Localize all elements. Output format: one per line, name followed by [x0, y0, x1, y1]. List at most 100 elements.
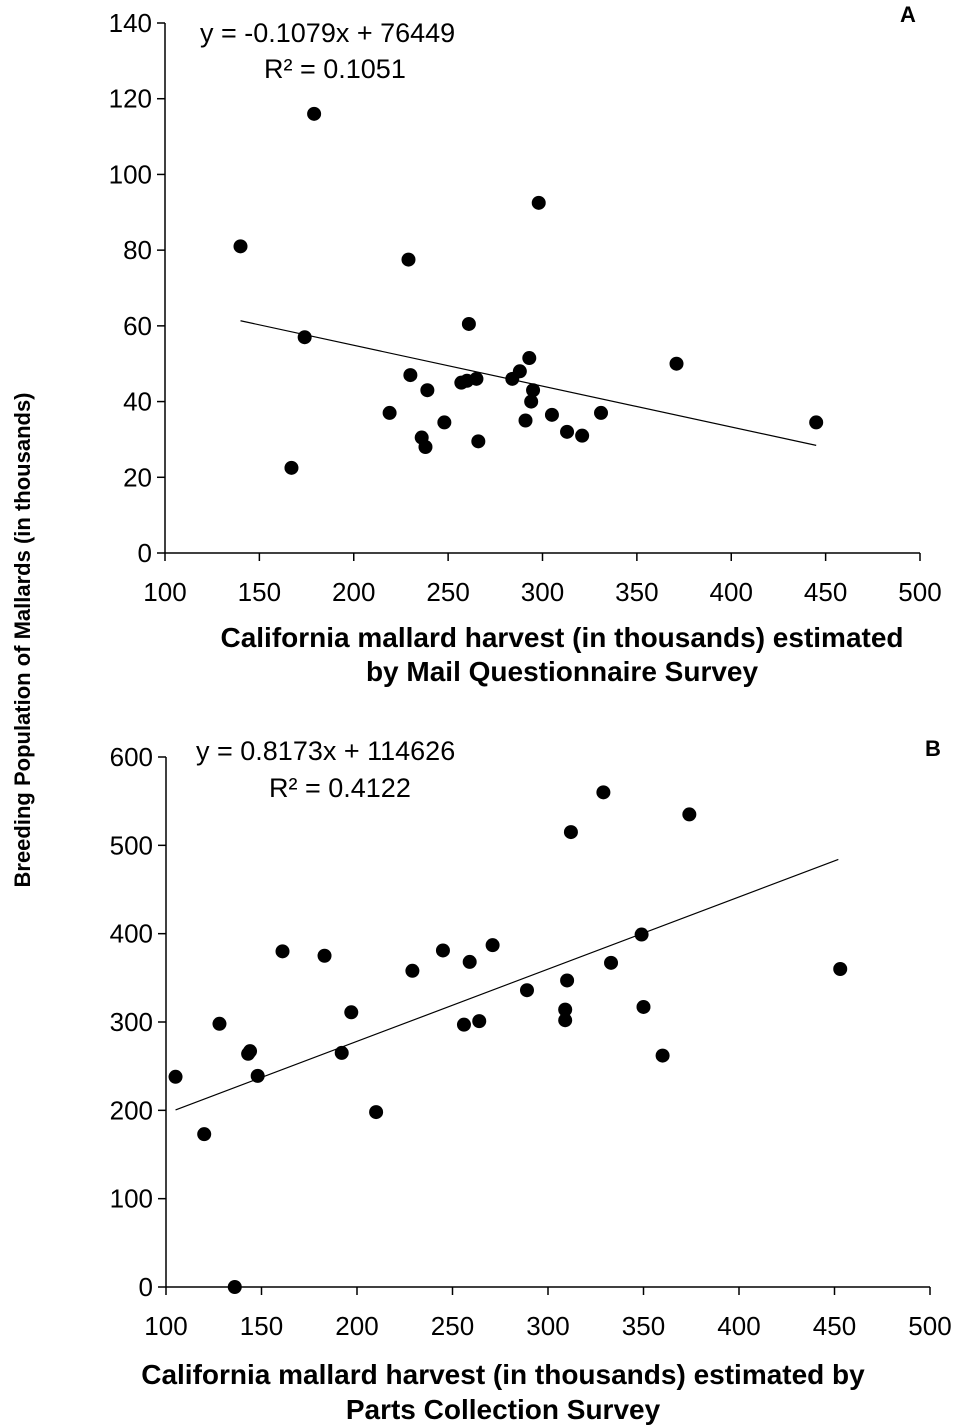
a-y-tick-label: 40 — [123, 387, 152, 417]
a-data-point — [809, 415, 824, 430]
b-data-point — [344, 1005, 359, 1020]
b-data-point — [197, 1127, 212, 1142]
b-data-point — [485, 938, 500, 953]
a-y-tick-label: 0 — [138, 538, 152, 568]
a-data-point — [471, 434, 486, 449]
a-data-point — [418, 440, 433, 454]
b-data-point — [456, 1017, 471, 1032]
a-equation: y = -0.1079x + 76449 — [200, 18, 455, 48]
a-x-tick-label: 500 — [898, 577, 941, 607]
a-data-point — [420, 383, 435, 398]
b-data-point — [250, 1068, 265, 1083]
b-data-point — [563, 825, 578, 840]
a-data-point — [382, 405, 397, 420]
a-data-point — [297, 330, 312, 345]
a-data-point — [518, 413, 533, 428]
b-data-point — [317, 948, 332, 963]
b-data-point — [558, 1002, 573, 1017]
b-y-tick-label: 100 — [110, 1184, 153, 1214]
b-data-point — [558, 1013, 573, 1028]
a-data-point — [233, 239, 248, 254]
b-data-point — [435, 943, 450, 958]
b-x-tick-label: 150 — [240, 1311, 283, 1341]
a-data-point — [531, 195, 546, 210]
b-data-point — [604, 955, 619, 970]
a-data-point — [594, 405, 609, 420]
b-data-point — [655, 1048, 670, 1063]
b-data-point — [472, 1014, 487, 1029]
a-data-point — [307, 106, 322, 121]
b-x-tick-label: 400 — [717, 1311, 760, 1341]
a-x-axis-label-line2: by Mail Questionnaire Survey — [366, 656, 759, 687]
a-data-point — [469, 371, 484, 386]
b-data-point — [212, 1016, 227, 1031]
a-x-axis-label-line1: California mallard harvest (in thousands… — [220, 622, 903, 653]
a-data-point — [544, 407, 559, 422]
b-data-point — [636, 999, 651, 1014]
b-x-tick-label: 300 — [526, 1311, 569, 1341]
a-x-tick-label: 350 — [615, 577, 658, 607]
a-y-tick-label: 100 — [109, 159, 152, 189]
b-data-point — [405, 963, 420, 978]
b-panel-label: B — [925, 736, 941, 761]
b-data-point — [369, 1105, 384, 1120]
a-data-point — [403, 368, 418, 383]
b-x-axis-label-line1: California mallard harvest (in thousands… — [141, 1359, 865, 1390]
a-data-point — [575, 428, 590, 443]
b-x-tick-label: 250 — [431, 1311, 474, 1341]
a-data-point — [461, 316, 476, 331]
a-y-tick-label: 20 — [123, 462, 152, 492]
b-equation: y = 0.8173x + 114626 — [196, 736, 455, 766]
b-data-point — [634, 927, 649, 942]
a-x-tick-label: 100 — [143, 577, 186, 607]
panel-a: 0 20 40 60 80 100 120 140 100 150 200 250 300 350 400 4… — [109, 2, 942, 687]
a-data-point — [669, 356, 684, 371]
a-y-tick-label: 140 — [109, 8, 152, 38]
a-x-tick-label: 150 — [238, 577, 281, 607]
b-y-tick-label: 600 — [110, 742, 153, 772]
a-data-point — [512, 364, 527, 379]
a-panel-label: A — [900, 2, 916, 27]
b-x-tick-label: 100 — [144, 1311, 187, 1341]
a-y-tick-label: 120 — [109, 84, 152, 114]
a-x-tick-label: 200 — [332, 577, 375, 607]
a-data-point — [522, 351, 537, 366]
a-r-squared: R² = 0.1051 — [264, 54, 406, 84]
a-y-tick-label: 80 — [123, 235, 152, 265]
b-data-point — [519, 983, 534, 998]
a-data-point — [526, 383, 541, 398]
a-trendline — [240, 320, 817, 446]
b-data-point — [833, 962, 848, 976]
b-x-tick-label: 200 — [335, 1311, 378, 1341]
a-data-point — [437, 415, 452, 430]
b-data-point — [560, 973, 575, 988]
a-data-point — [284, 460, 299, 475]
b-data-point — [596, 785, 611, 800]
b-data-point — [682, 807, 697, 822]
b-x-tick-label: 500 — [908, 1311, 951, 1341]
b-x-axis-label-line2: Parts Collection Survey — [346, 1394, 661, 1425]
b-r-squared: R² = 0.4122 — [269, 773, 411, 803]
b-y-tick-label: 0 — [139, 1272, 153, 1302]
b-data-point — [334, 1045, 349, 1060]
b-data-point — [243, 1044, 258, 1059]
a-x-tick-label: 450 — [804, 577, 847, 607]
b-x-tick-label: 350 — [622, 1311, 665, 1341]
b-data-point — [462, 954, 477, 969]
b-y-tick-label: 300 — [110, 1007, 153, 1037]
a-x-tick-label: 250 — [426, 577, 469, 607]
b-data-point — [275, 944, 290, 959]
b-x-tick-label: 450 — [813, 1311, 856, 1341]
a-data-point — [401, 252, 416, 267]
a-x-tick-label: 300 — [521, 577, 564, 607]
y-axis-label: Breeding Population of Mallards (in thou… — [10, 392, 35, 887]
b-y-tick-label: 500 — [110, 830, 153, 860]
b-data-point — [227, 1280, 242, 1294]
a-data-point — [560, 424, 575, 439]
b-trendline — [175, 858, 839, 1111]
a-data-point — [524, 394, 539, 409]
b-y-tick-label: 200 — [110, 1095, 153, 1125]
a-x-tick-label: 400 — [710, 577, 753, 607]
b-y-tick-label: 400 — [110, 919, 153, 949]
